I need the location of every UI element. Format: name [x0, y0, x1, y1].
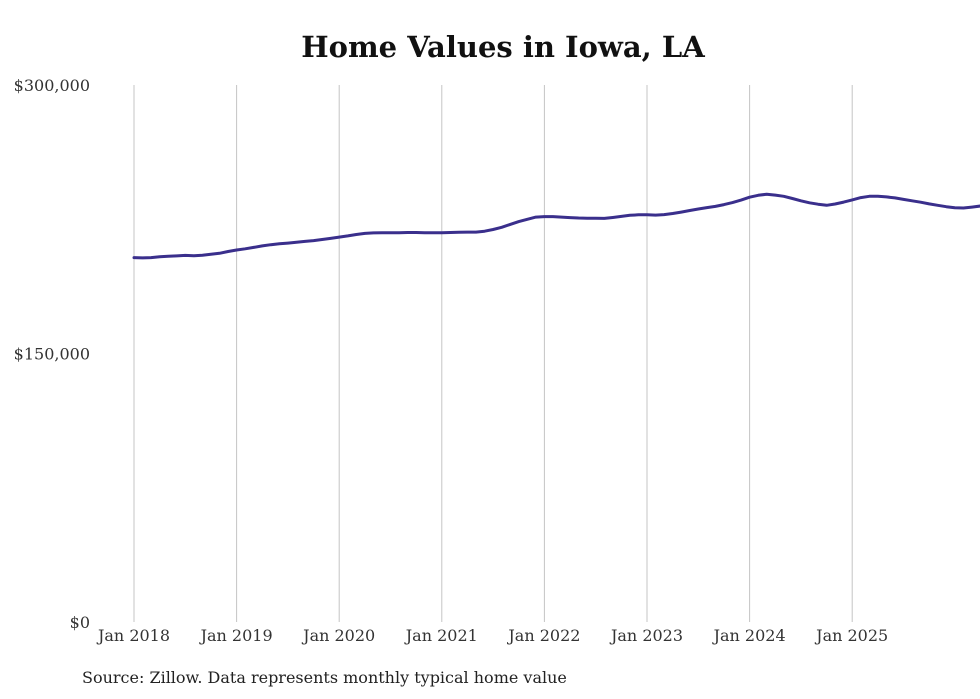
gridlines	[133, 85, 853, 622]
y-tick-label: $150,000	[14, 345, 90, 364]
source-note: Source: Zillow. Data represents monthly …	[82, 668, 567, 687]
y-tick-label: $300,000	[14, 76, 90, 95]
x-tick-label: Jan 2025	[814, 626, 888, 645]
series-layer: $233,760	[132, 192, 980, 260]
x-tick-label: Jan 2018	[96, 626, 170, 645]
x-tick-label: Jan 2022	[506, 626, 580, 645]
x-tick-label: Jan 2019	[199, 626, 273, 645]
x-tick-label: Jan 2021	[404, 626, 478, 645]
x-tick-label: Jan 2023	[609, 626, 683, 645]
chart-title: Home Values in Iowa, LA	[301, 30, 705, 64]
series-line	[132, 192, 980, 260]
x-tick-label: Jan 2024	[712, 626, 786, 645]
x-axis-ticks: Jan 2018 Jan 2019 Jan 2020 Jan 2021 Jan 2022…	[96, 626, 888, 645]
x-tick-label: Jan 2020	[301, 626, 375, 645]
y-axis-ticks: $0 $150,000 $300,000	[14, 76, 90, 632]
y-tick-label: $0	[70, 613, 90, 632]
